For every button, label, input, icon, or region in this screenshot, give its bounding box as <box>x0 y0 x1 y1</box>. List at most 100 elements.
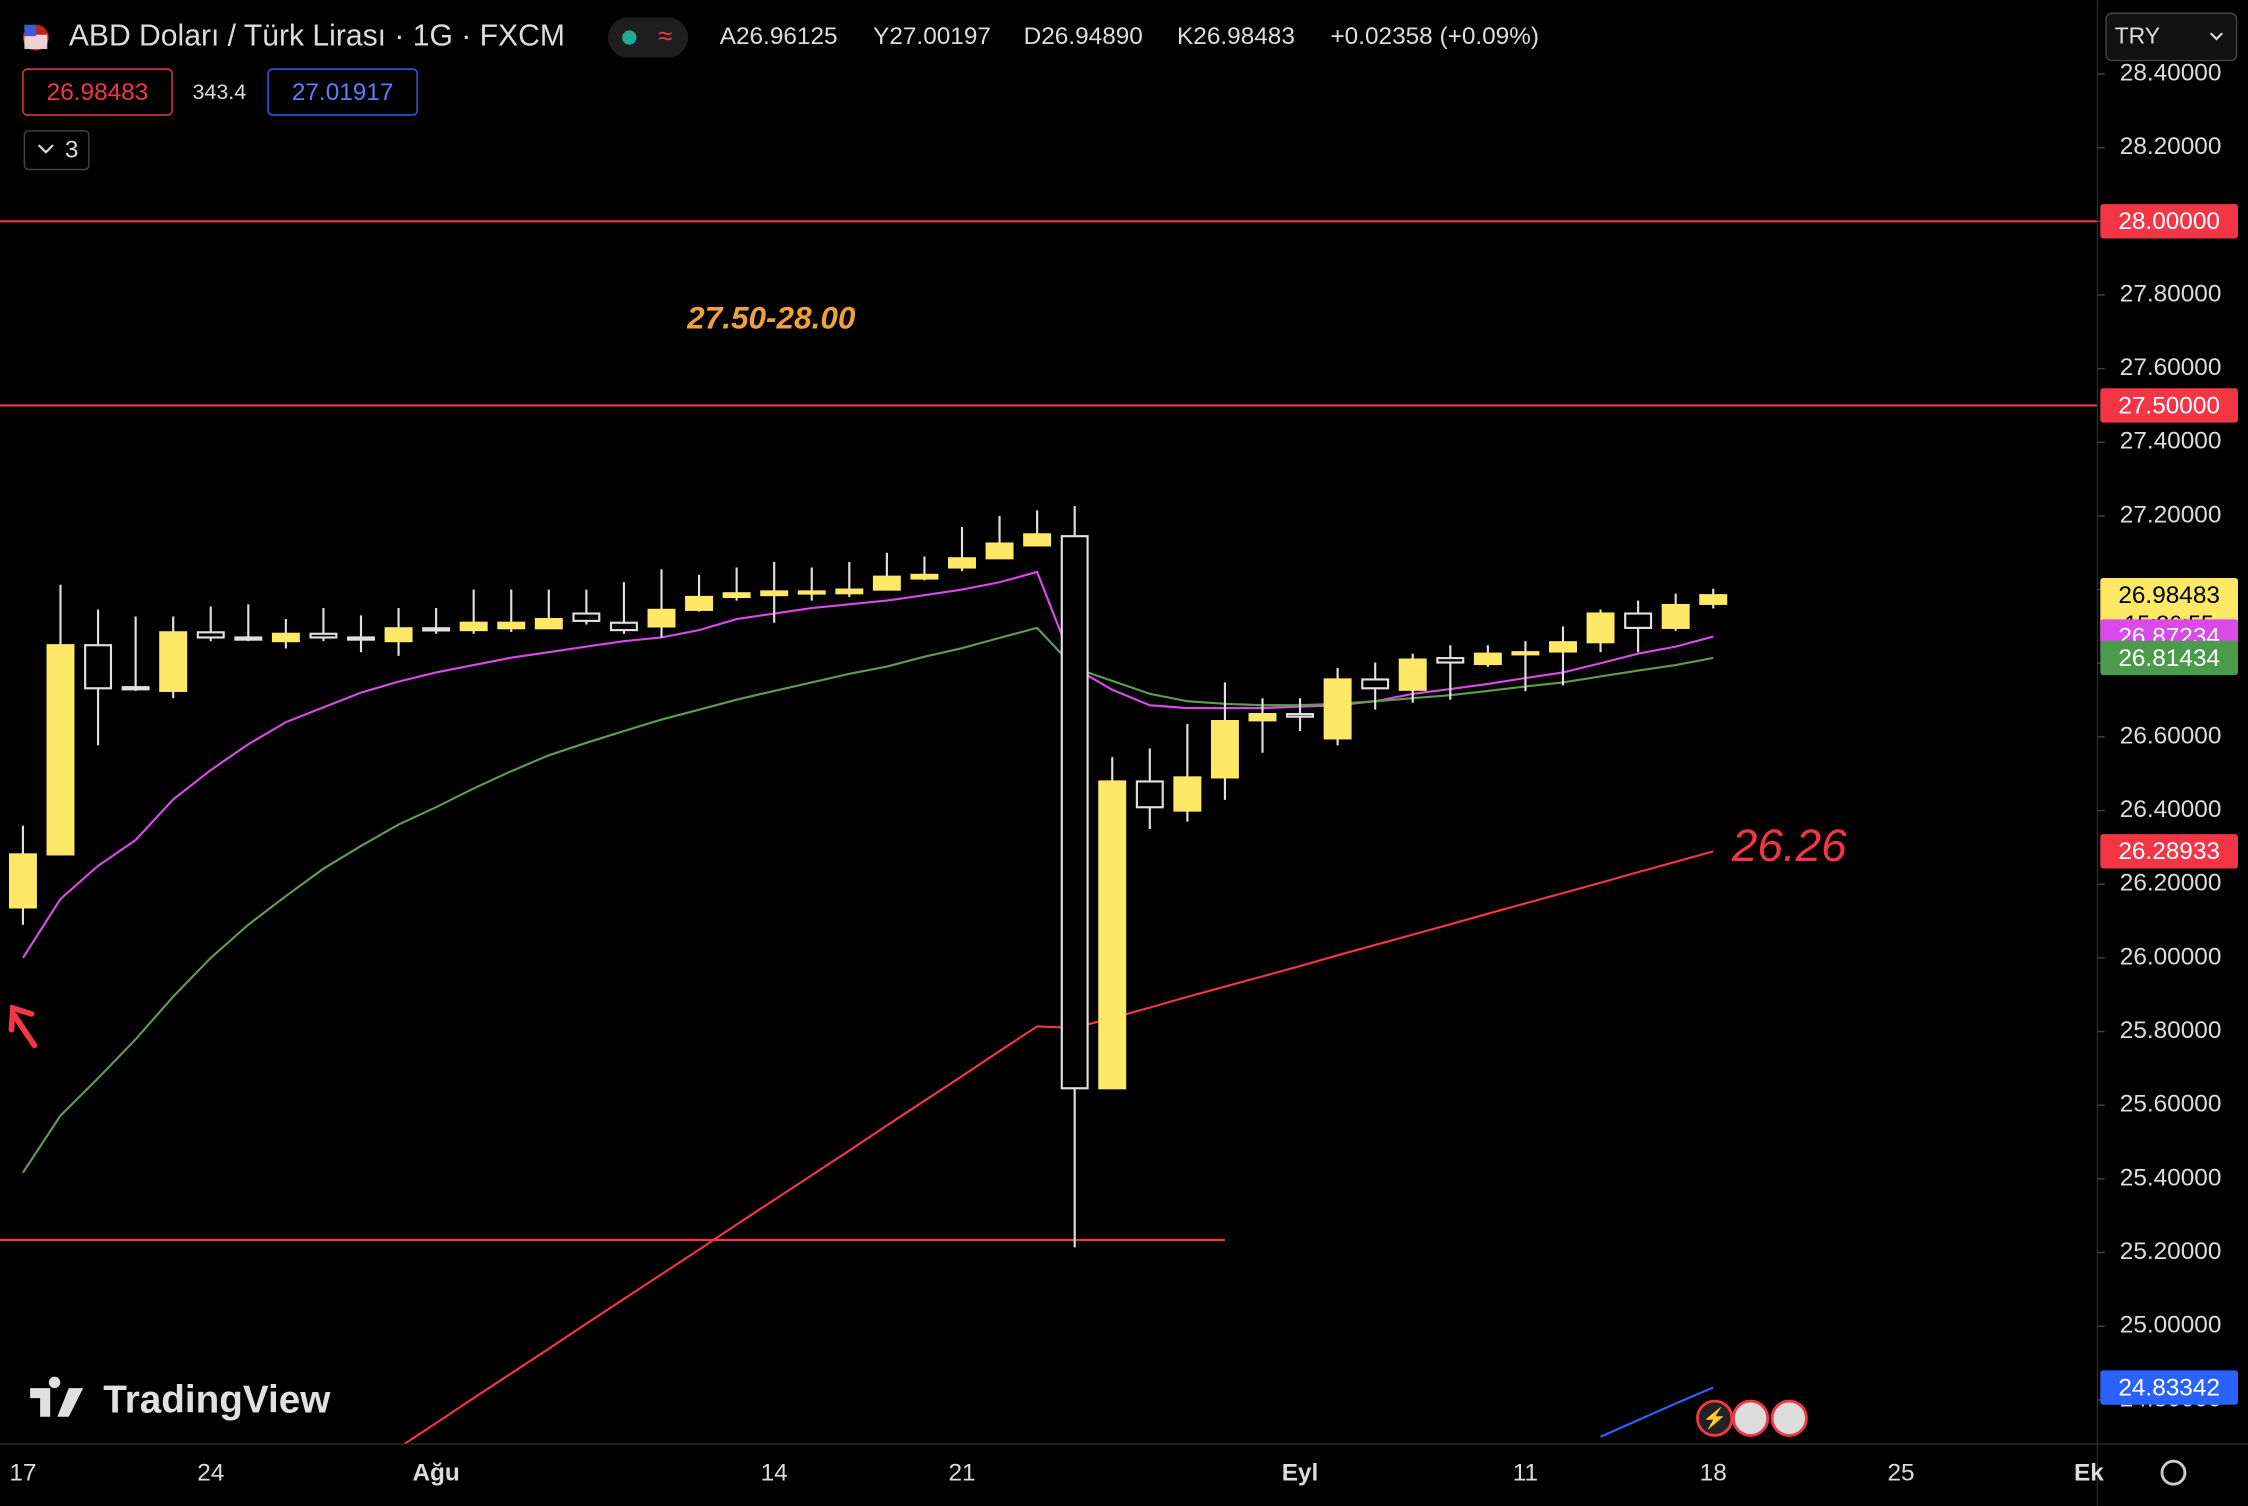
flag-icon <box>24 24 36 37</box>
candle-body <box>1586 612 1615 644</box>
candle-body <box>422 627 451 632</box>
candle-body <box>234 636 263 641</box>
plot-area <box>0 220 2098 1445</box>
candle-body <box>1473 652 1502 666</box>
candle-body <box>797 590 826 595</box>
ohlc-high: Y27.00197 <box>873 23 991 50</box>
y-tick-label: 26.60000 <box>2120 722 2222 749</box>
status-icon: ≈ <box>658 22 672 50</box>
candle-body <box>910 573 939 580</box>
bid-price: 26.98483 <box>47 79 149 106</box>
candle-body <box>497 621 526 630</box>
indicator-toggle[interactable] <box>23 130 90 171</box>
candle-body <box>872 575 901 591</box>
candle-body <box>1361 678 1390 690</box>
candle-body <box>8 853 37 909</box>
arrow-drawing <box>8 1004 38 1049</box>
sell-button[interactable] <box>22 68 173 116</box>
y-tick-label: 25.20000 <box>2120 1238 2222 1265</box>
candle-body <box>459 621 488 632</box>
flag-icon <box>24 34 48 50</box>
candle-body <box>384 627 413 643</box>
logo-text: TradingView <box>103 1379 331 1422</box>
buy-button[interactable] <box>267 68 418 116</box>
candle-body <box>985 542 1014 560</box>
annotation: 27.50-28.00 <box>686 299 856 335</box>
y-tick-label: 25.80000 <box>2120 1017 2222 1044</box>
price-label-text: 26.28933 <box>2118 838 2220 865</box>
status-badge[interactable] <box>607 17 689 58</box>
candle-body <box>1549 641 1577 653</box>
currency-select[interactable] <box>2105 12 2238 62</box>
status-dot <box>622 30 637 45</box>
y-tick-label: 27.40000 <box>2120 428 2222 455</box>
candle-body <box>1023 533 1052 547</box>
symbol-title[interactable]: ABD Doları / Türk Lirası · 1G · FXCM <box>69 20 565 53</box>
chevron-icon <box>37 144 54 154</box>
candle-body <box>46 644 75 856</box>
indicator-count: 3 <box>65 136 79 163</box>
x-tick-label: 17 <box>9 1460 36 1487</box>
price-label-text: 24.83342 <box>2118 1374 2220 1401</box>
price-label <box>2100 834 2238 869</box>
y-tick-label: 25.60000 <box>2120 1091 2222 1118</box>
candle-body <box>1511 651 1540 656</box>
candle-body <box>609 621 638 632</box>
candle-body <box>1624 612 1653 629</box>
price-axis: 28.40000 28.20000 28.00000 27.80000 27.60000… <box>2097 59 2238 1412</box>
y-tick-label: 27.20000 <box>2120 501 2222 528</box>
annotation: 26.26 <box>1731 819 1847 871</box>
candle-body <box>1098 780 1127 1090</box>
candle-body <box>685 595 714 611</box>
candle-body <box>84 644 113 690</box>
x-tick-label: 14 <box>761 1460 788 1487</box>
candle-body <box>121 686 150 691</box>
x-tick-label: Ağu <box>412 1460 459 1487</box>
x-tick-label: 24 <box>197 1460 224 1487</box>
candle-body <box>1210 719 1239 779</box>
y-tick-label: 25.40000 <box>2120 1164 2222 1191</box>
event-icon: ⚡ <box>1702 1406 1727 1431</box>
candle-body <box>1661 603 1690 629</box>
candle-body <box>760 590 789 597</box>
spread: 343.4 <box>192 80 246 104</box>
currency: TRY <box>2115 23 2160 49</box>
price-label <box>2100 388 2238 423</box>
price-label-text: 26.98483 <box>2118 582 2220 609</box>
time-axis: 17 24 Ağu 14 21 Eyl 11 18 25 Ek <box>9 1460 2104 1487</box>
settings-icon[interactable] <box>2160 1459 2187 1486</box>
ohlc-low: D26.94890 <box>1024 23 1143 50</box>
candle-body <box>271 632 300 643</box>
candle-body <box>1286 712 1315 718</box>
candle-body <box>1699 594 1728 605</box>
logo-icon <box>30 1376 84 1417</box>
ohlc-close: K26.98483 <box>1177 23 1295 50</box>
candle-body <box>1398 658 1427 691</box>
candle-body <box>572 612 601 622</box>
ohlc-change: +0.02358 (+0.09%) <box>1330 23 1539 50</box>
y-tick-label: 26.00000 <box>2120 943 2222 970</box>
x-tick-label: 18 <box>1700 1460 1727 1487</box>
x-tick-label: 11 <box>1513 1460 1538 1487</box>
candle-body <box>647 608 676 628</box>
candle-body <box>534 617 563 630</box>
price-label-text: 26.81434 <box>2118 645 2220 672</box>
y-tick-label: 25.00000 <box>2120 1312 2222 1339</box>
candle-body <box>1173 776 1202 812</box>
indicator-line <box>22 570 1714 959</box>
event-icon[interactable] <box>1731 1399 1770 1437</box>
candle-body <box>1436 657 1465 664</box>
y-tick-label: 27.60000 <box>2120 354 2222 381</box>
candle-body <box>1248 712 1277 722</box>
x-tick-label: Eyl <box>1282 1460 1319 1487</box>
indicator-line <box>1600 1386 1714 1438</box>
event-icon[interactable] <box>1770 1399 1808 1437</box>
candle-body <box>347 636 375 641</box>
chevron-icon <box>2209 32 2223 41</box>
candle-body <box>159 631 188 692</box>
y-tick-label: 26.20000 <box>2120 870 2222 897</box>
x-tick-label: 21 <box>948 1460 975 1487</box>
x-tick-label: Ek <box>2074 1460 2104 1487</box>
indicator-line <box>402 850 1714 1445</box>
